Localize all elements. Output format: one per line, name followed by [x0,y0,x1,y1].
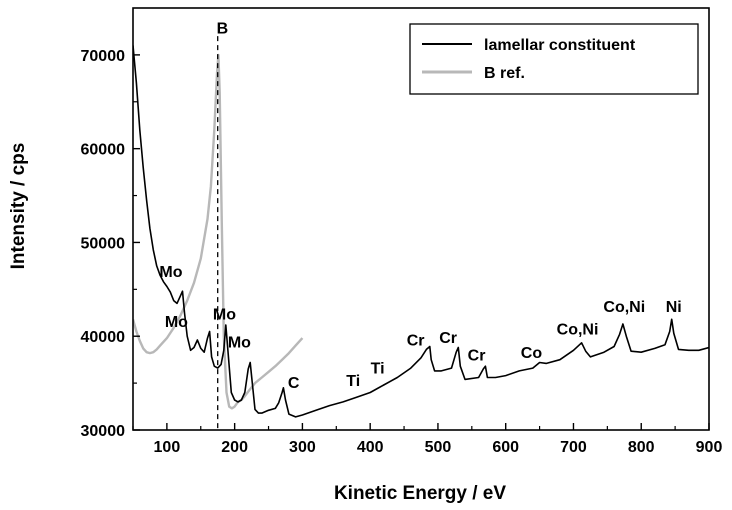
peak-label: Ni [666,299,682,316]
plot-frame [132,7,710,431]
x-tick-label: 300 [289,439,316,456]
legend: lamellar constituent B ref. [409,23,699,95]
peak-label: Cr [439,330,457,347]
peak-label: Ti [346,373,360,390]
x-axis-title: Kinetic Energy / eV [334,483,506,504]
peak-label: Co,Ni [557,321,599,338]
y-tick-label: 70000 [81,48,126,65]
y-tick-label: 50000 [81,235,126,252]
x-tick-label: 700 [560,439,587,456]
y-tick-label: 30000 [81,423,126,440]
x-tick-label: 500 [425,439,452,456]
peak-label: B [217,20,229,37]
series-line-lamellar-constituent [133,45,709,418]
x-tick-label: 600 [492,439,519,456]
peak-label: Cr [468,348,486,365]
peak-label: Cr [407,333,425,350]
legend-label: lamellar constituent [484,37,636,54]
x-tick-label: 800 [628,439,655,456]
x-tick-label: 200 [221,439,248,456]
peak-label: Mo [165,314,188,331]
legend-label: B ref. [484,65,525,82]
peak-label: Mo [213,306,236,323]
y-tick-label: 60000 [81,142,126,159]
plot-area: 100 200 300 400 500 600 700 800 900 30000 40000 500… [81,7,723,456]
x-tick-label: 100 [154,439,181,456]
peak-label: Mo [228,334,251,351]
peak-label: Co [521,345,543,362]
x-tick-label: 900 [696,439,723,456]
y-tick-label: 40000 [81,329,126,346]
series-line-b-ref [133,53,304,410]
peak-label: C [288,375,300,392]
peak-label: Mo [159,264,182,281]
peak-label: Co,Ni [603,299,645,316]
x-tick-label: 400 [357,439,384,456]
y-axis-title: Intensity / cps [8,143,29,270]
legend-box [409,23,699,95]
peak-label: Ti [371,361,385,378]
